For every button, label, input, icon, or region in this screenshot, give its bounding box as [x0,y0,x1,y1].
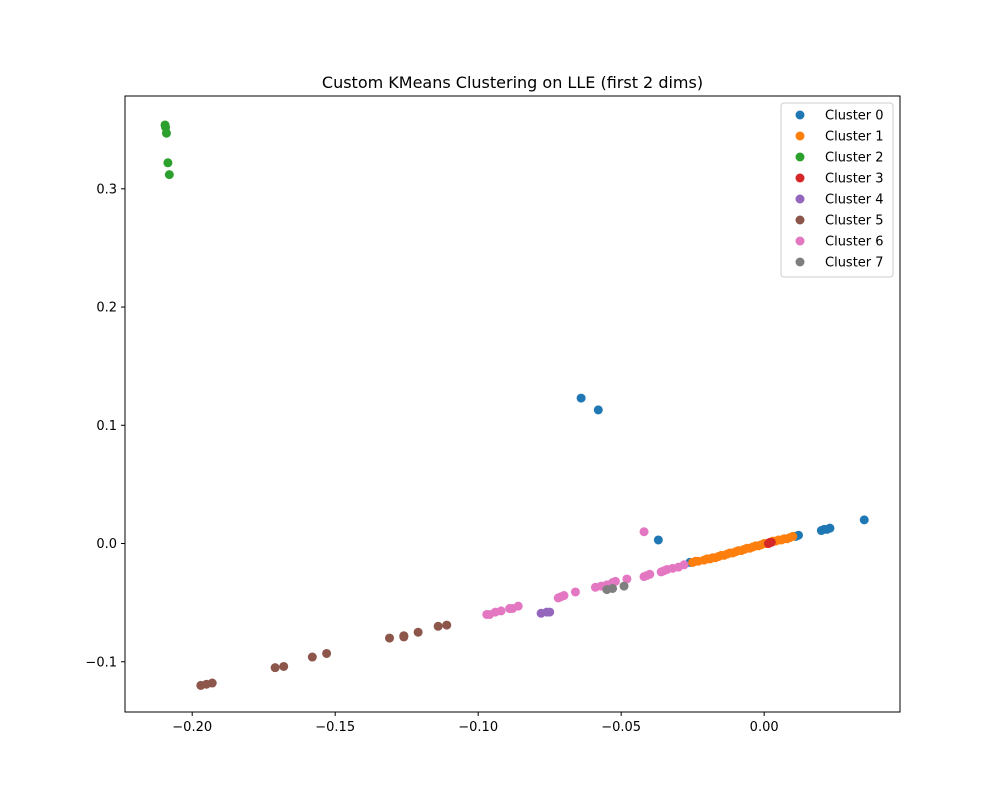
legend-marker-4 [795,194,805,204]
point-cluster-5-11 [433,621,443,631]
point-cluster-7-2 [619,581,629,591]
point-cluster-1-28 [708,553,718,563]
point-cluster-6-16 [622,574,632,584]
point-cluster-6-26 [639,527,649,537]
legend-label-4: Cluster 4 [825,193,884,208]
point-cluster-5-7 [385,633,395,643]
legend-marker-1 [795,131,805,141]
point-cluster-5-6 [322,648,332,658]
legend-marker-7 [795,257,805,267]
point-cluster-6-25 [679,560,689,570]
legend-marker-0 [795,110,805,120]
point-cluster-0-7 [816,526,826,536]
x-axis: −0.20 −0.15 −0.10 −0.05 0.00 [172,712,779,735]
point-cluster-4-2 [545,607,555,617]
point-cluster-2-4 [164,170,174,180]
point-cluster-6-6 [513,601,523,611]
x-tick-label-4: 0.00 [750,720,779,735]
point-cluster-6-19 [645,569,655,579]
point-cluster-6-10 [570,587,580,597]
legend-box [780,102,894,278]
legend-label-0: Cluster 0 [825,109,884,124]
point-cluster-1-34 [776,535,786,545]
legend-label-2: Cluster 2 [825,151,884,166]
point-cluster-0-1 [593,405,603,415]
legend-label-7: Cluster 7 [825,256,884,271]
legend-label-6: Cluster 6 [825,235,884,250]
point-cluster-1-29 [719,550,729,560]
x-tick-label-1: −0.15 [315,720,355,735]
point-cluster-5-3 [270,663,280,673]
y-tick-label-4: 0.3 [96,182,117,197]
point-cluster-1-32 [753,541,763,551]
point-cluster-5-10 [413,627,423,637]
y-tick-label-1: 0.0 [96,537,117,552]
point-cluster-3-2 [766,537,776,547]
legend-label-3: Cluster 3 [825,172,884,187]
point-cluster-0-2 [653,535,663,545]
x-tick-label-2: −0.10 [458,720,498,735]
y-axis: −0.1 0.0 0.1 0.2 0.3 [85,182,125,670]
x-tick-label-3: −0.05 [601,720,641,735]
legend: Cluster 0 Cluster 1 Cluster 2 Cluster 3 Clus… [780,102,894,278]
point-cluster-2-2 [161,128,171,138]
point-cluster-7-1 [608,583,618,593]
legend-marker-2 [795,152,805,162]
point-cluster-6-9 [559,591,569,601]
point-cluster-1-27 [691,556,701,566]
point-cluster-0-0 [576,393,586,403]
legend-label-1: Cluster 1 [825,130,884,145]
legend-label-5: Cluster 5 [825,214,884,229]
point-cluster-5-2 [207,678,217,688]
point-cluster-5-9 [399,632,409,642]
point-cluster-6-3 [496,606,506,616]
plot-frame [124,95,901,713]
y-tick-label-0: −0.1 [85,655,117,670]
point-cluster-1-31 [742,543,752,553]
point-cluster-5-4 [279,661,289,671]
points-layer [160,120,869,690]
point-cluster-5-12 [442,620,452,630]
legend-marker-3 [795,173,805,183]
y-tick-label-2: 0.1 [96,419,117,434]
point-cluster-1-30 [731,547,741,557]
point-cluster-2-3 [163,158,173,168]
chart-title: Custom KMeans Clustering on LLE (first 2… [322,73,703,92]
y-tick-label-3: 0.2 [96,301,117,316]
legend-marker-5 [795,215,805,225]
point-cluster-5-5 [307,652,317,662]
point-cluster-6-15 [610,576,620,586]
point-cluster-0-3 [859,515,869,525]
legend-marker-6 [795,236,805,246]
x-tick-label-0: −0.20 [172,720,212,735]
